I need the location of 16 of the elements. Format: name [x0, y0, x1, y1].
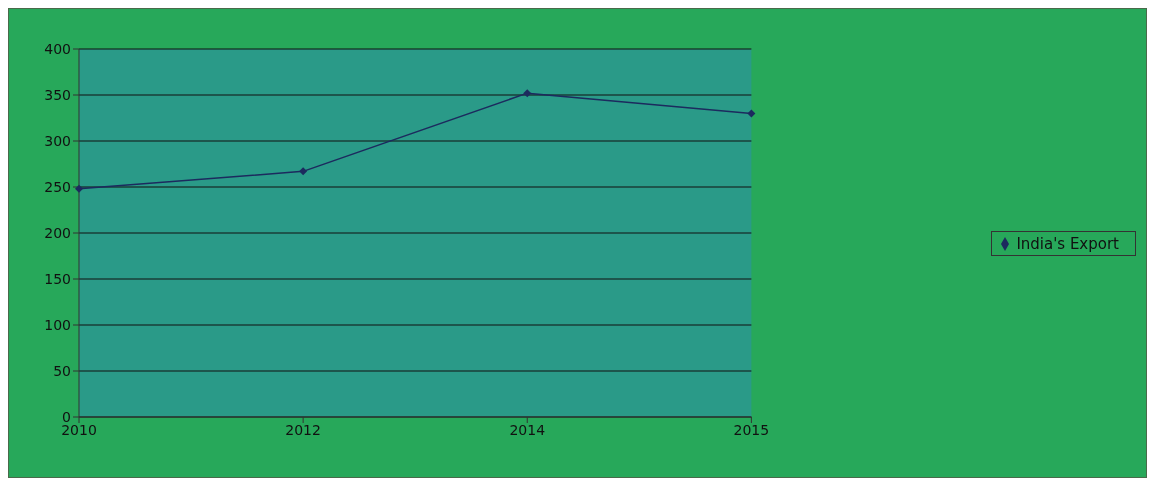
- y-tick-label: 400: [44, 40, 71, 57]
- x-tick-label: 2014: [509, 421, 546, 438]
- point: [299, 167, 308, 176]
- x-tick-label: 2015: [733, 421, 770, 438]
- y-tick-label: 250: [44, 178, 71, 195]
- y-tick-label: 150: [44, 270, 71, 287]
- point: [523, 89, 532, 98]
- legend-label: India's Export: [1016, 234, 1119, 253]
- point: [747, 109, 756, 118]
- point: [75, 184, 83, 193]
- x-tick-label: 2012: [285, 421, 321, 438]
- y-tick-label: 350: [44, 86, 71, 103]
- y-tick-label: 100: [44, 316, 71, 333]
- y-tick-label: 200: [44, 224, 71, 241]
- y-tick-label: 300: [44, 132, 71, 149]
- y-tick-label: 50: [53, 362, 71, 379]
